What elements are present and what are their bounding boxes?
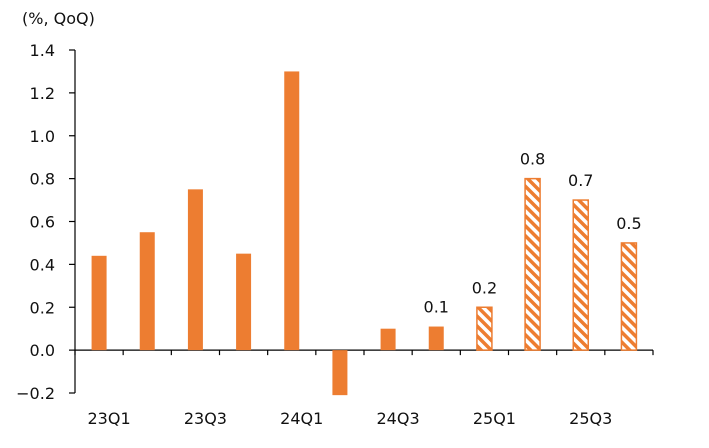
data-labels: 0.1 0.2 0.8 0.7 0.5	[424, 150, 642, 317]
forecast-bar	[524, 177, 541, 351]
data-label: 0.1	[424, 298, 449, 317]
bar	[91, 255, 107, 351]
bar	[428, 326, 444, 351]
x-tick-label: 25Q1	[473, 409, 516, 428]
forecast-bar	[476, 306, 493, 351]
forecast-bar	[620, 242, 638, 351]
x-tick-label: 23Q3	[184, 409, 227, 428]
bar	[332, 350, 348, 396]
data-label: 0.8	[520, 150, 545, 169]
x-tick-label: 24Q1	[280, 409, 323, 428]
data-label: 0.2	[472, 278, 497, 297]
bar	[236, 253, 252, 351]
x-tick-label: 25Q3	[569, 409, 612, 428]
y-tick-label: 0.8	[30, 170, 55, 189]
bar	[139, 232, 155, 351]
y-axis: 1.4 1.2 1.0 0.8 0.6 0.4 0.2 0.0 −0.2	[16, 41, 76, 403]
y-tick-label: 0.0	[30, 341, 55, 360]
bar-series	[91, 71, 638, 396]
y-tick-label: 0.6	[30, 213, 55, 232]
y-tick-label: 0.4	[30, 255, 55, 274]
bar	[380, 328, 396, 351]
x-tick-label: 24Q3	[377, 409, 420, 428]
forecast-bar	[572, 199, 589, 351]
y-tick-label: 1.2	[30, 84, 55, 103]
y-tick-label: 1.0	[30, 127, 55, 146]
data-label: 0.7	[568, 171, 593, 190]
y-tick-label: 1.4	[30, 41, 55, 60]
x-tick-label: 23Q1	[88, 409, 131, 428]
data-label: 0.5	[616, 214, 641, 233]
x-axis: 23Q1 23Q3 24Q1 24Q3 25Q1 25Q3	[74, 349, 654, 428]
y-tick-label: −0.2	[16, 384, 55, 403]
bar	[187, 189, 203, 351]
y-axis-unit-label: (%, QoQ)	[22, 9, 95, 28]
bar	[284, 71, 300, 351]
y-tick-label: 0.2	[30, 298, 55, 317]
